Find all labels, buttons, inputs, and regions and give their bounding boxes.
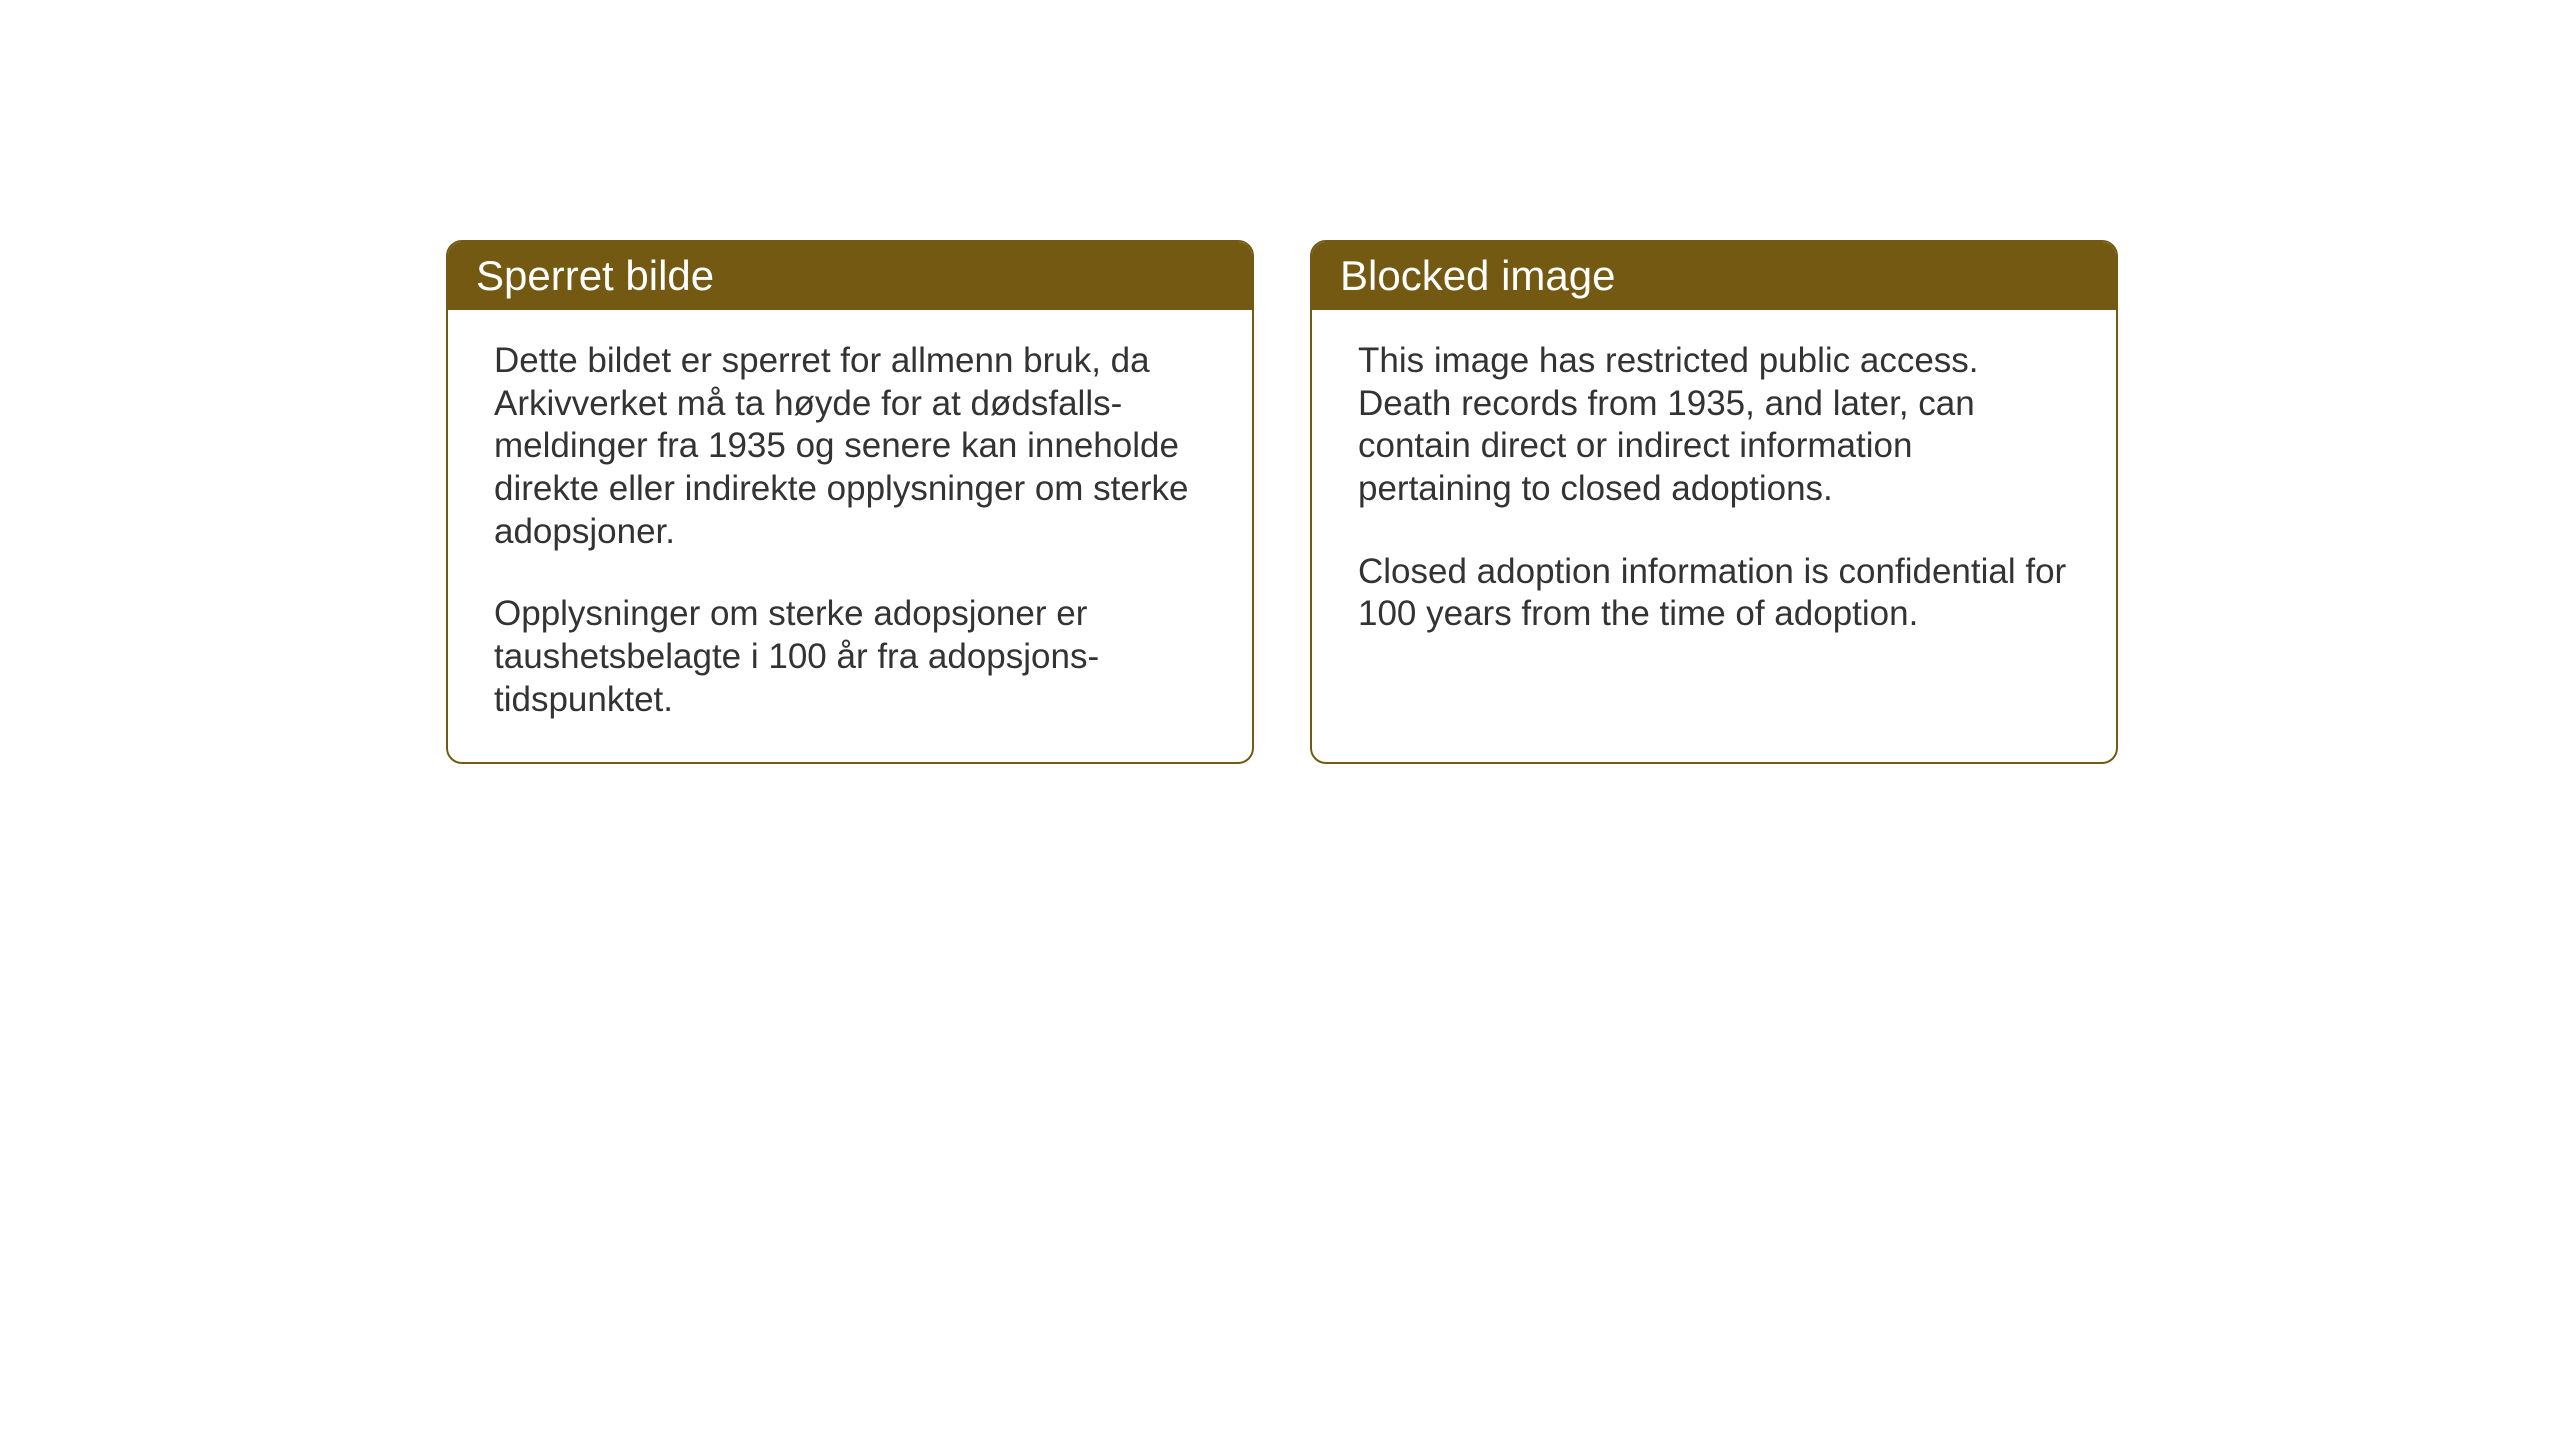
notice-container: Sperret bilde Dette bildet er sperret fo… [446, 240, 2118, 764]
paragraph-1-norwegian: Dette bildet er sperret for allmenn bruk… [494, 340, 1206, 553]
card-title-norwegian: Sperret bilde [476, 252, 714, 299]
card-header-english: Blocked image [1312, 242, 2116, 310]
card-title-english: Blocked image [1340, 252, 1615, 299]
card-header-norwegian: Sperret bilde [448, 242, 1252, 310]
notice-card-english: Blocked image This image has restricted … [1310, 240, 2118, 764]
card-body-norwegian: Dette bildet er sperret for allmenn bruk… [448, 310, 1252, 762]
notice-card-norwegian: Sperret bilde Dette bildet er sperret fo… [446, 240, 1254, 764]
paragraph-1-english: This image has restricted public access.… [1358, 340, 2070, 511]
paragraph-2-english: Closed adoption information is confident… [1358, 551, 2070, 636]
card-body-english: This image has restricted public access.… [1312, 310, 2116, 676]
paragraph-2-norwegian: Opplysninger om sterke adopsjoner er tau… [494, 593, 1206, 721]
